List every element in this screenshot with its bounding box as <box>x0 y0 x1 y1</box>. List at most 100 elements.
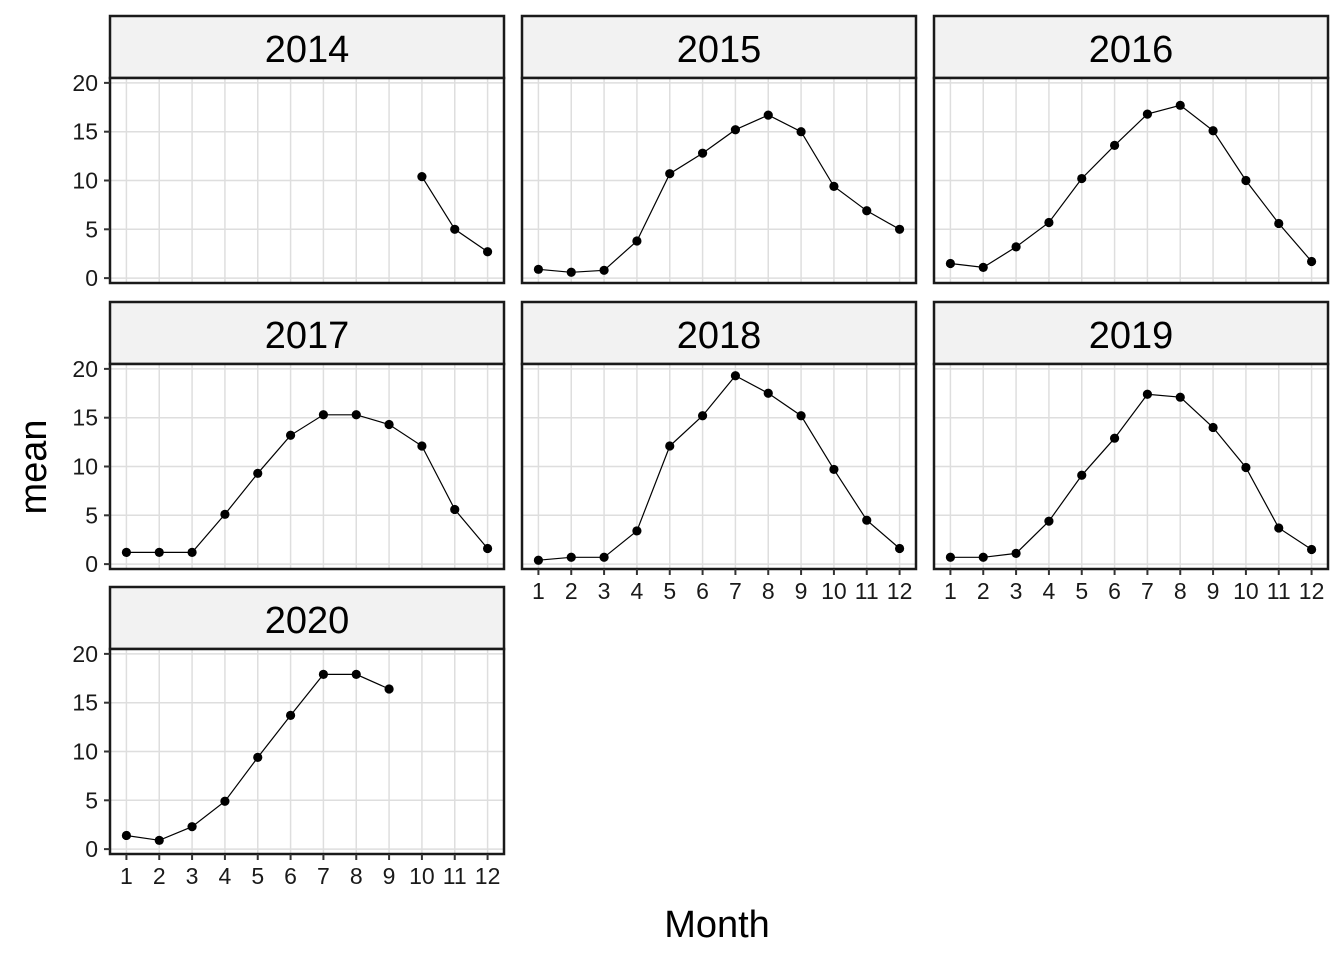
x-tick-label: 1 <box>120 863 133 889</box>
x-tick-label: 9 <box>1207 578 1220 604</box>
x-tick-label: 9 <box>795 578 808 604</box>
x-tick-label: 2 <box>977 578 990 604</box>
data-point <box>1109 433 1120 443</box>
data-point <box>632 236 642 246</box>
data-point <box>862 515 872 525</box>
data-point <box>945 258 956 269</box>
data-point <box>1208 422 1218 433</box>
data-point <box>220 509 230 519</box>
data-point <box>533 555 544 565</box>
data-point <box>632 526 642 536</box>
panel-border <box>520 76 918 285</box>
data-point <box>796 411 806 421</box>
data-point <box>187 547 197 558</box>
strip-background <box>520 300 918 366</box>
y-tick-label: 0 <box>85 551 98 577</box>
strip-title: 2017 <box>265 315 350 357</box>
x-tick-label: 8 <box>1174 578 1187 604</box>
data-point <box>829 464 839 475</box>
data-point <box>1306 544 1317 555</box>
data-point <box>697 411 708 421</box>
data-point <box>1077 470 1087 480</box>
x-tick-label: 8 <box>762 578 775 604</box>
x-tick-label: 12 <box>887 578 913 604</box>
x-tick-label: 11 <box>1267 578 1291 604</box>
data-point <box>697 148 708 158</box>
x-tick-label: 10 <box>1233 578 1259 604</box>
series-line <box>538 114 900 273</box>
data-point <box>1274 218 1284 229</box>
x-tick-label: 4 <box>631 578 644 604</box>
y-tick-label: 5 <box>85 502 98 528</box>
data-point <box>945 552 956 562</box>
data-point <box>1175 392 1185 402</box>
facet-panel-2017: 2017 0 5 10 15 20 <box>72 300 506 577</box>
data-point <box>285 430 296 440</box>
data-point <box>417 171 427 182</box>
data-point <box>1142 389 1153 399</box>
y-tick-label: 15 <box>72 119 98 145</box>
data-point <box>730 371 741 381</box>
data-point <box>187 822 197 832</box>
y-tick-label: 10 <box>72 454 98 480</box>
panel-border <box>520 362 918 571</box>
data-point <box>318 669 329 679</box>
y-tick-label: 0 <box>85 836 98 862</box>
data-point <box>665 169 675 179</box>
series-line <box>538 374 900 561</box>
data-point <box>1044 516 1054 526</box>
data-point <box>121 547 132 558</box>
x-tick-label: 6 <box>284 863 297 889</box>
data-point <box>1306 256 1317 267</box>
y-tick-label: 10 <box>72 168 98 194</box>
y-tick-label: 0 <box>85 265 98 291</box>
y-tick-label: 20 <box>72 70 98 96</box>
data-point <box>384 684 394 694</box>
data-point <box>1241 462 1251 473</box>
data-point <box>1241 175 1251 186</box>
data-point <box>351 669 361 679</box>
data-point <box>894 224 905 234</box>
data-point <box>1208 126 1218 136</box>
strip-background <box>108 585 506 651</box>
x-tick-label: 7 <box>317 863 330 889</box>
strip-title: 2014 <box>265 29 350 71</box>
data-point <box>482 543 493 554</box>
x-tick-label: 4 <box>1043 578 1056 604</box>
data-point <box>154 547 164 558</box>
y-axis-title: mean <box>13 419 55 514</box>
data-point <box>533 264 544 274</box>
y-tick-label: 10 <box>72 739 98 765</box>
x-tick-label: 3 <box>186 863 199 889</box>
data-point <box>566 552 576 562</box>
x-tick-label: 7 <box>1141 578 1154 604</box>
data-point <box>384 419 394 430</box>
x-tick-label: 12 <box>1299 578 1325 604</box>
data-point <box>796 127 806 137</box>
data-point <box>1142 109 1153 119</box>
x-tick-label: 11 <box>443 863 467 889</box>
data-point <box>978 552 988 562</box>
data-point <box>763 110 773 120</box>
data-point <box>1274 523 1284 533</box>
strip-background <box>108 300 506 366</box>
series-line <box>126 414 489 554</box>
x-tick-label: 9 <box>383 863 396 889</box>
x-tick-label: 5 <box>251 863 264 889</box>
data-point <box>566 267 576 277</box>
x-tick-label: 2 <box>565 578 578 604</box>
data-point <box>730 125 741 135</box>
strip-background <box>108 14 506 80</box>
x-tick-label: 3 <box>1010 578 1023 604</box>
panel-border <box>932 362 1330 571</box>
x-tick-label: 3 <box>598 578 611 604</box>
y-tick-label: 5 <box>85 216 98 242</box>
data-point <box>253 468 263 478</box>
y-tick-label: 15 <box>72 690 98 716</box>
data-point <box>220 796 230 806</box>
x-tick-label: 11 <box>855 578 879 604</box>
strip-background <box>520 14 918 80</box>
